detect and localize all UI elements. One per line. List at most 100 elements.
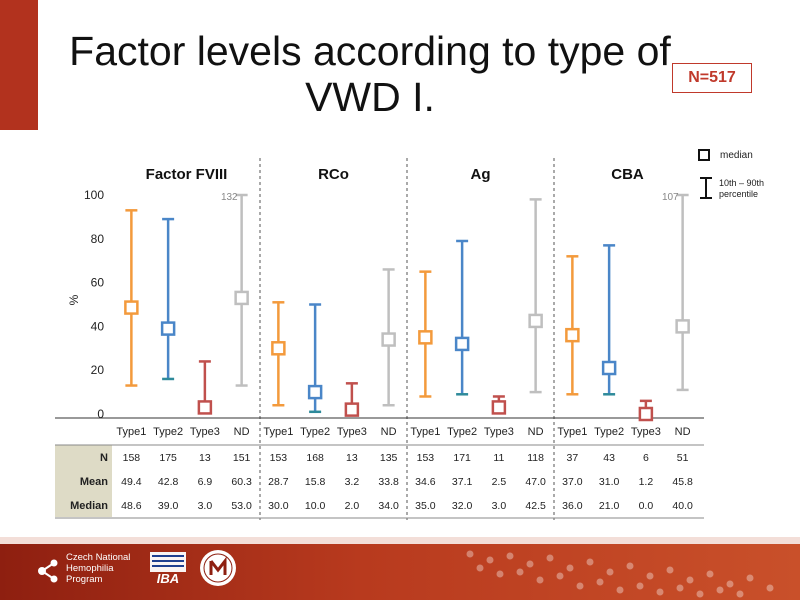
n-badge: N=517 <box>672 63 752 93</box>
table-cell: 6.9 <box>198 476 213 488</box>
panel-title: Ag <box>471 166 491 183</box>
table-cell: 34.6 <box>415 476 436 488</box>
table-cell: 31.0 <box>599 476 620 488</box>
category-label: Type1 <box>116 426 146 438</box>
category-label: ND <box>381 426 397 438</box>
decor-dot <box>626 562 634 570</box>
category-label: Type3 <box>337 426 367 438</box>
y-tick-label: 0 <box>97 407 104 421</box>
legend-median-icon <box>698 149 710 161</box>
median-marker <box>454 336 470 352</box>
table-cell: 49.4 <box>121 476 142 488</box>
category-label: ND <box>528 426 544 438</box>
decor-dot <box>546 554 554 562</box>
category-label: ND <box>675 426 691 438</box>
table-cell: 37 <box>567 452 579 464</box>
table-cell: 42.5 <box>525 500 546 512</box>
legend-median-label: median <box>720 150 753 161</box>
median-marker <box>160 321 176 336</box>
table-row-label: Mean <box>80 476 108 488</box>
table-cell: 2.5 <box>492 476 507 488</box>
decor-dot <box>716 586 724 594</box>
overflow-label: 132 <box>221 192 238 203</box>
decor-dot <box>536 576 544 584</box>
decor-dot <box>516 568 524 576</box>
panel-title: CBA <box>611 166 644 183</box>
table-cell: 51 <box>677 452 689 464</box>
median-marker <box>234 290 249 306</box>
table-cell: 3.0 <box>198 500 213 512</box>
table-cell: 43 <box>603 452 615 464</box>
y-tick-label: 80 <box>91 232 105 246</box>
table-cell: 3.2 <box>345 476 360 488</box>
category-label: Type3 <box>631 426 661 438</box>
table-cell: 2.0 <box>345 500 360 512</box>
table-cell: 135 <box>380 452 398 464</box>
decor-dot <box>616 586 624 594</box>
decor-dot <box>706 570 714 578</box>
category-label: ND <box>234 426 250 438</box>
median-marker <box>418 330 433 345</box>
iba-logo: IBA <box>150 552 186 586</box>
median-marker <box>491 400 507 415</box>
table-cell: 11 <box>493 452 504 464</box>
category-label: Type2 <box>594 426 624 438</box>
table-cell: 151 <box>233 452 251 464</box>
category-label: Type2 <box>447 426 477 438</box>
table-header-cell <box>55 445 112 517</box>
decor-dot <box>656 588 664 596</box>
table-cell: 1.2 <box>639 476 654 488</box>
table-cell: 0.0 <box>639 500 654 512</box>
median-marker <box>638 406 654 422</box>
table-cell: 45.8 <box>672 476 693 488</box>
table-cell: 30.0 <box>268 500 289 512</box>
table-cell: 15.8 <box>305 476 326 488</box>
table-cell: 118 <box>527 452 544 464</box>
median-marker <box>307 384 323 400</box>
decor-dot <box>506 552 514 560</box>
decor-dot <box>636 582 644 590</box>
decor-dot <box>736 590 744 598</box>
median-marker <box>528 313 543 329</box>
decor-dot <box>686 576 694 584</box>
y-tick-label: 40 <box>91 319 105 333</box>
decor-dot <box>696 590 704 598</box>
decor-dot <box>576 582 584 590</box>
decor-dot <box>666 566 674 574</box>
table-cell: 28.7 <box>268 476 289 488</box>
table-cell: 171 <box>453 452 471 464</box>
table-cell: 6 <box>643 452 649 464</box>
decor-dot <box>566 564 574 572</box>
table-cell: 36.0 <box>562 500 583 512</box>
median-marker <box>344 402 360 417</box>
table-cell: 39.0 <box>158 500 179 512</box>
median-marker <box>381 332 396 347</box>
table-cell: 37.0 <box>562 476 583 488</box>
table-cell: 32.0 <box>452 500 473 512</box>
table-cell: 10.0 <box>305 500 326 512</box>
median-marker <box>565 327 580 343</box>
table-cell: 37.1 <box>452 476 473 488</box>
footer-band <box>0 544 800 600</box>
median-marker <box>197 400 213 415</box>
table-cell: 153 <box>417 452 435 464</box>
table-row-label: N <box>100 452 108 464</box>
university-seal <box>200 550 236 586</box>
table-cell: 158 <box>123 452 141 464</box>
y-tick-label: 20 <box>91 363 105 377</box>
median-marker <box>675 319 690 334</box>
overflow-label: 107 <box>662 192 679 203</box>
decor-dot <box>646 572 654 580</box>
decor-dot <box>676 584 684 592</box>
decor-dot <box>476 564 484 572</box>
decor-dot <box>486 556 494 564</box>
table-cell: 47.0 <box>525 476 546 488</box>
table-cell: 13 <box>346 452 358 464</box>
table-cell: 153 <box>270 452 288 464</box>
table-cell: 48.6 <box>121 500 142 512</box>
footer-strip <box>0 537 800 544</box>
table-cell: 3.0 <box>492 500 507 512</box>
table-cell: 168 <box>306 452 324 464</box>
category-label: Type2 <box>153 426 183 438</box>
legend-percentile-label: percentile <box>719 189 758 199</box>
